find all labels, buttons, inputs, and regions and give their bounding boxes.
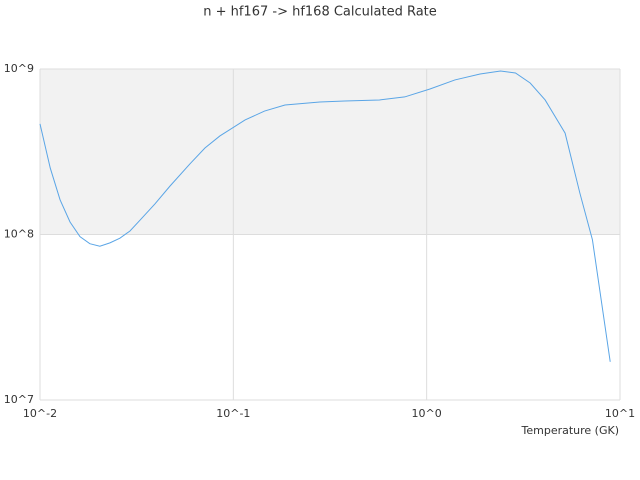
- x-tick-label: 10^0: [412, 407, 442, 420]
- x-tick-label: 10^1: [605, 407, 635, 420]
- plot-band: [40, 69, 620, 235]
- x-tick-label: 10^-2: [23, 407, 57, 420]
- y-tick-label: 10^9: [4, 62, 34, 75]
- x-tick-label: 10^-1: [216, 407, 250, 420]
- data-line: [39, 70, 611, 362]
- y-tick-label: 10^8: [4, 228, 34, 241]
- x-axis-label: Temperature (GK): [521, 424, 620, 437]
- y-tick-label: 10^7: [4, 393, 34, 406]
- chart-title: n + hf167 -> hf168 Calculated Rate: [203, 5, 437, 20]
